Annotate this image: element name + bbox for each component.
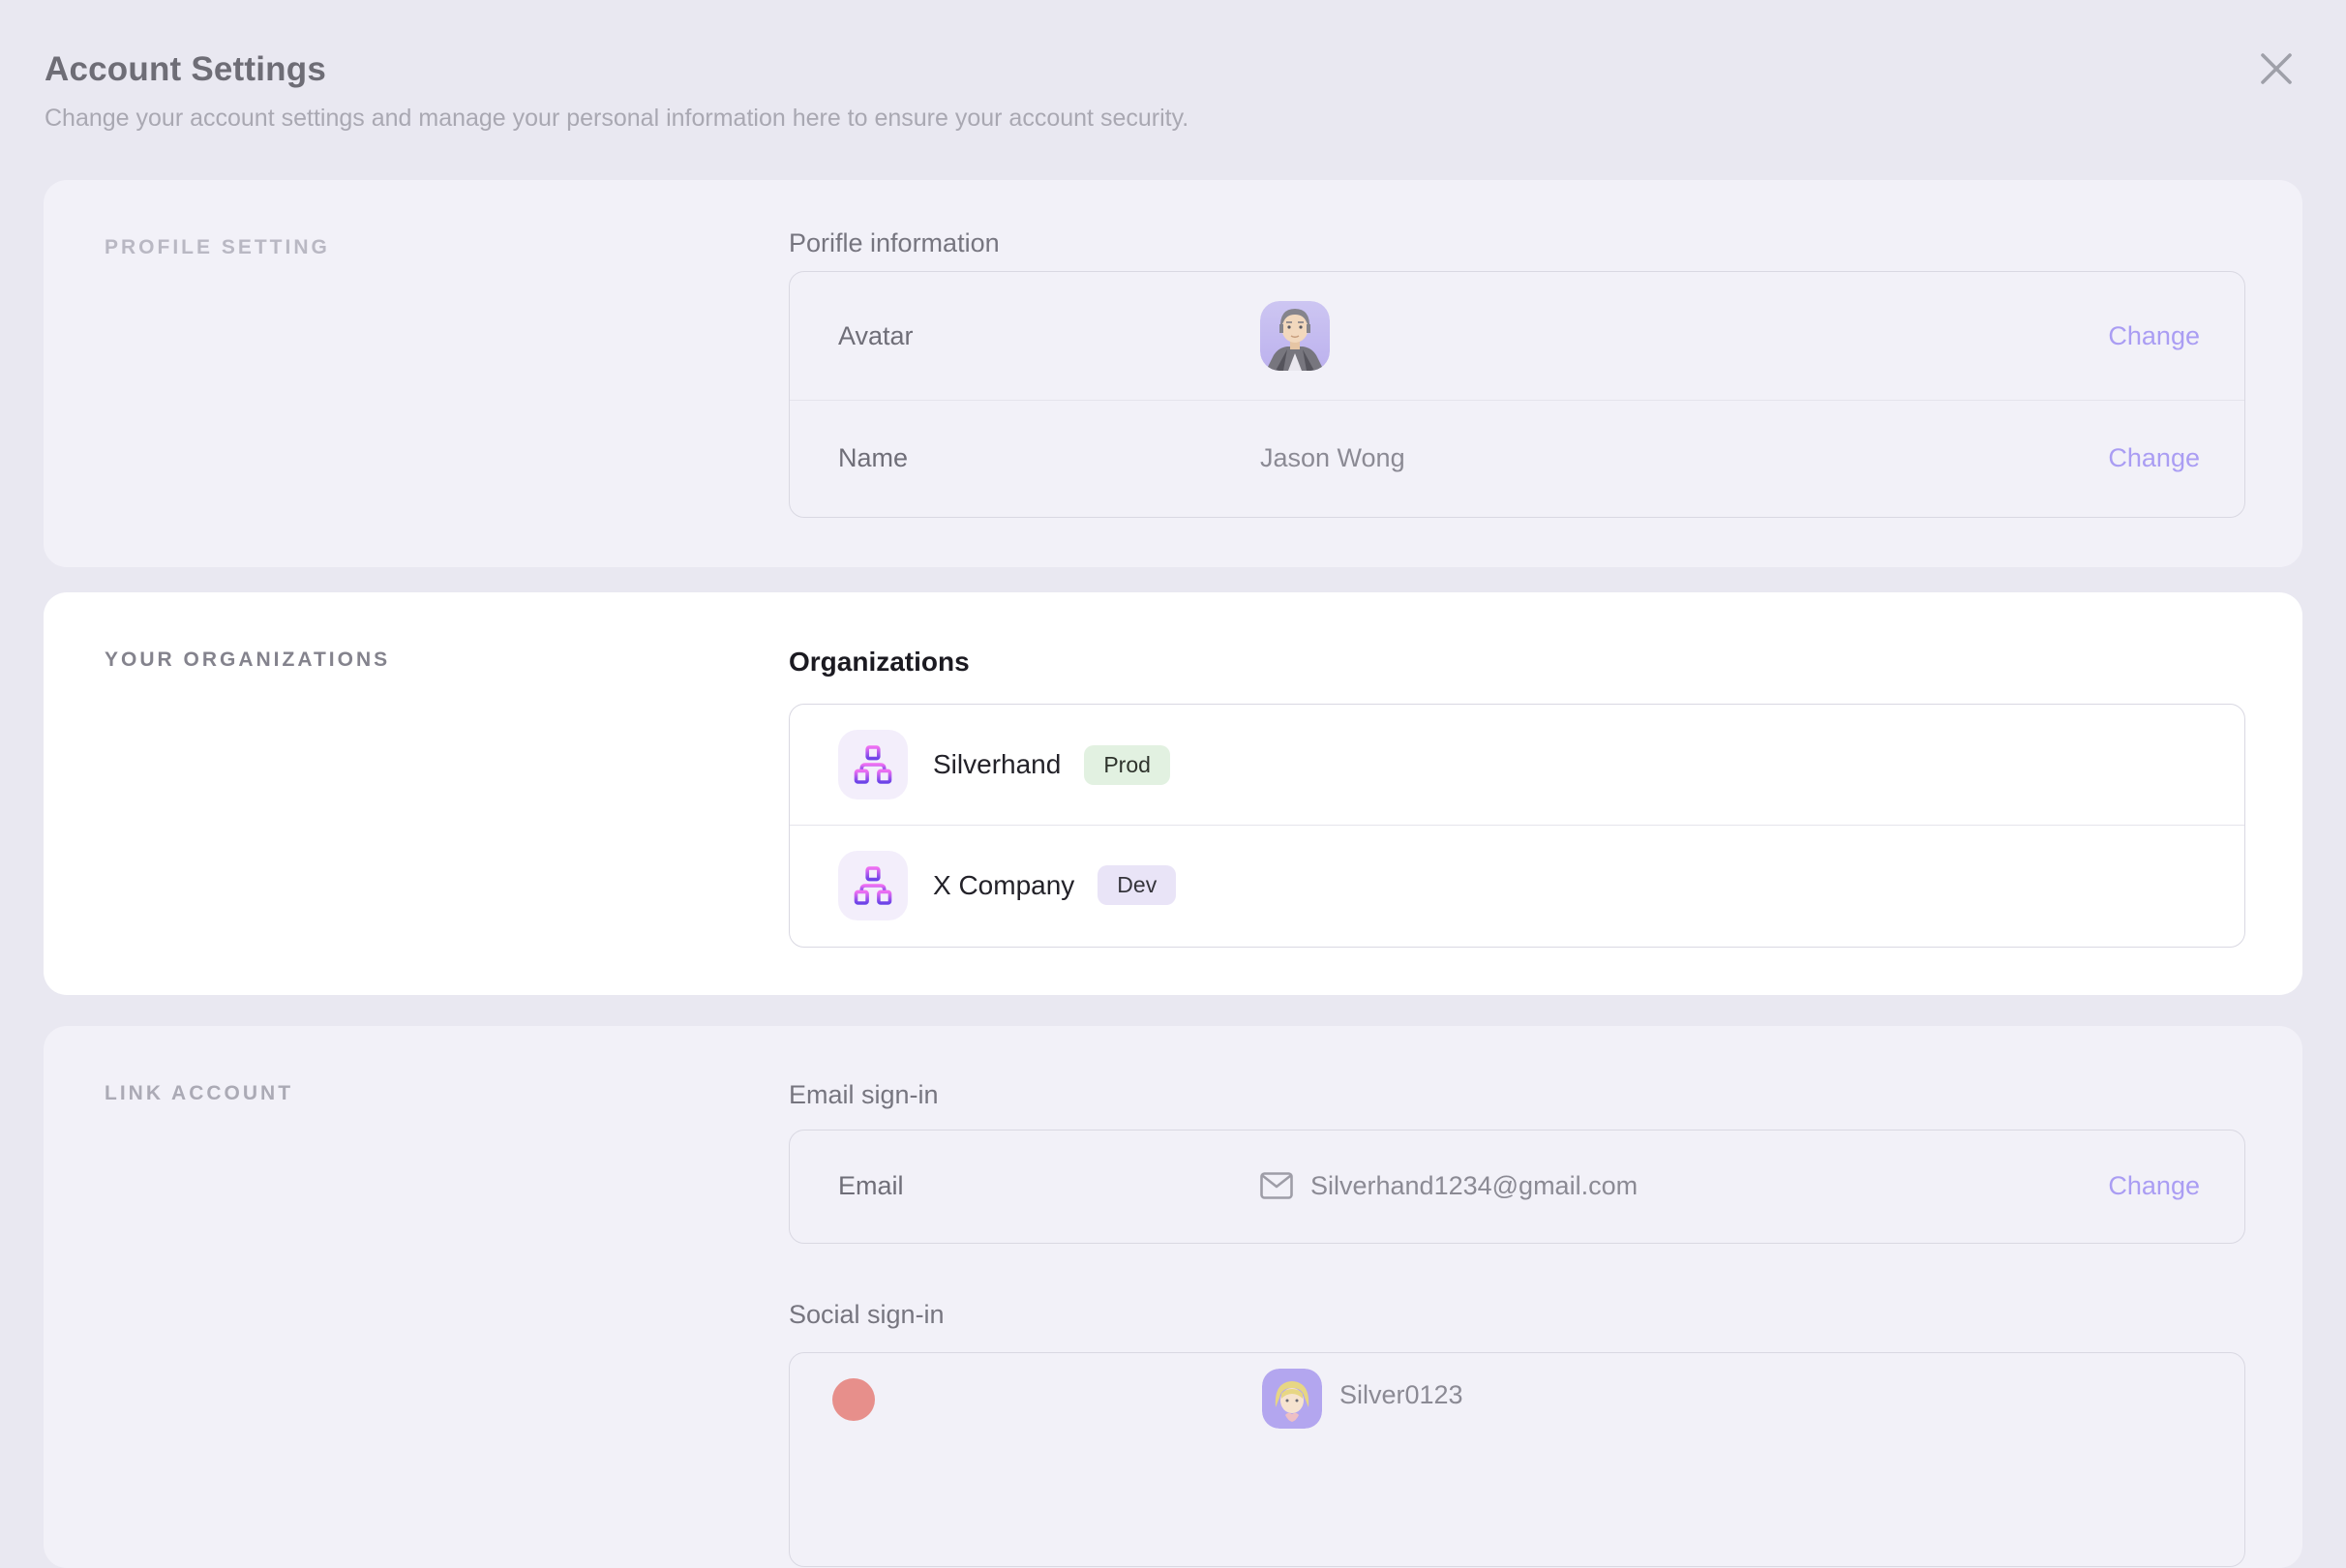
organizations-box: Silverhand Prod X Company (789, 704, 2245, 948)
avatar (1260, 301, 1330, 371)
social-avatar (1262, 1369, 1322, 1429)
close-button[interactable] (2257, 49, 2296, 88)
profile-setting-card: PROFILE SETTING Porifle information Avat… (44, 180, 2302, 567)
profile-information-heading: Porifle information (789, 228, 1000, 257)
social-signin-heading: Social sign-in (789, 1300, 945, 1329)
social-signin-box: Silver0123 (789, 1352, 2245, 1567)
avatar-row: Avatar (790, 272, 2244, 400)
google-icon (832, 1378, 875, 1421)
name-change-button[interactable]: Change (2108, 442, 2200, 472)
profile-information-box: Avatar (789, 271, 2245, 518)
profile-section-label: PROFILE SETTING (105, 236, 330, 258)
org-name: X Company (933, 869, 1075, 900)
organizations-section-label: YOUR ORGANIZATIONS (105, 648, 391, 671)
close-icon (2258, 50, 2295, 87)
name-row-label: Name (838, 442, 909, 472)
page-subtitle: Change your account settings and manage … (45, 105, 1189, 132)
organization-row-x-company[interactable]: X Company Dev (790, 825, 2244, 945)
organization-row-silverhand[interactable]: Silverhand Prod (790, 705, 2244, 825)
org-chart-icon (838, 730, 908, 799)
org-chart-icon (838, 850, 908, 920)
organizations-heading: Organizations (789, 647, 970, 677)
organizations-card: YOUR ORGANIZATIONS Organizations (44, 592, 2302, 995)
avatar-row-label: Avatar (838, 320, 914, 350)
org-name: Silverhand (933, 749, 1062, 779)
page-title: Account Settings (45, 50, 326, 88)
email-change-button[interactable]: Change (2108, 1170, 2200, 1200)
email-row: Email Silverhand1234@gmail.com Change (790, 1131, 2244, 1241)
email-row-label: Email (838, 1170, 904, 1200)
avatar-change-button[interactable]: Change (2108, 320, 2200, 350)
page-header: Account Settings Change your account set… (45, 50, 1188, 133)
email-value: Silverhand1234@gmail.com (1310, 1170, 1639, 1200)
social-row-google[interactable]: Silver0123 (790, 1353, 2244, 1566)
email-signin-heading: Email sign-in (789, 1080, 939, 1109)
org-badge-dev: Dev (1098, 865, 1177, 905)
email-signin-box: Email Silverhand1234@gmail.com Change (789, 1130, 2245, 1244)
mail-icon (1260, 1172, 1293, 1199)
link-account-card: LINK ACCOUNT Email sign-in Email Silverh… (44, 1026, 2302, 1568)
social-username: Silver0123 (1339, 1380, 1463, 1409)
org-badge-prod: Prod (1084, 744, 1170, 785)
name-value: Jason Wong (1260, 442, 1405, 472)
name-row: Name Jason Wong Change (790, 400, 2244, 515)
link-account-section-label: LINK ACCOUNT (105, 1082, 294, 1104)
